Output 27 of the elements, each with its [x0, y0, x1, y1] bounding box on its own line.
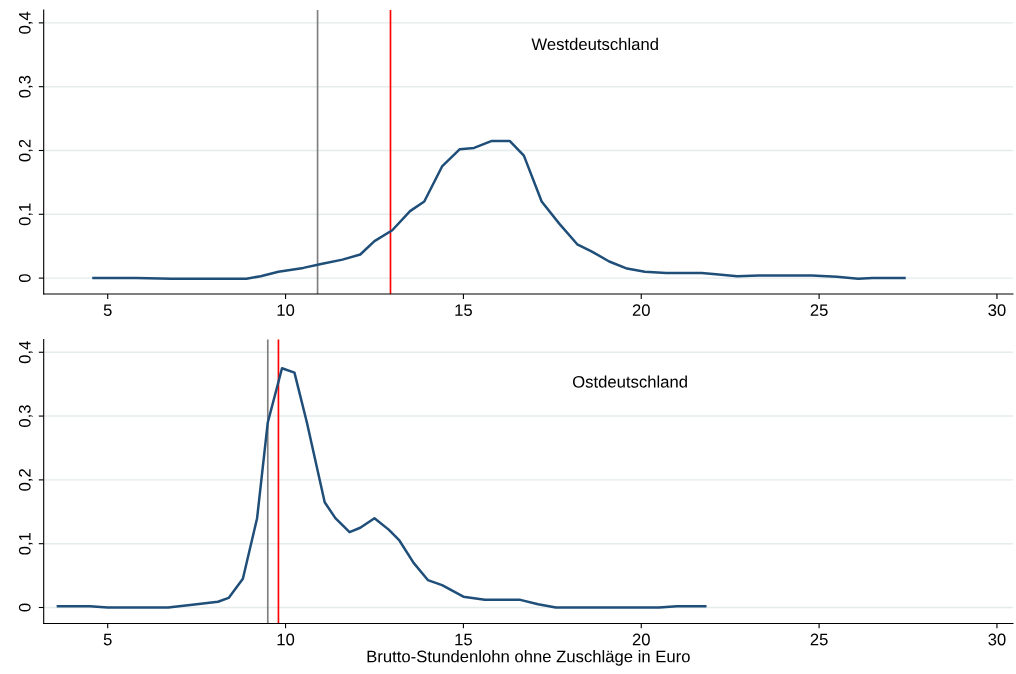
x-tick-label: 25 — [810, 304, 828, 317]
annotation: Ostdeutschland — [572, 375, 687, 388]
x-tick-label: 30 — [988, 633, 1006, 646]
y-tick-label: 0,1 — [18, 203, 33, 226]
y-tick-label: 0 — [18, 274, 31, 283]
y-tick-label: 0,1 — [18, 532, 33, 555]
x-tick-label: 25 — [810, 633, 828, 646]
y-tick-label: 0,3 — [18, 405, 33, 427]
x-axis-title: Brutto-Stundenlohn ohne Zuschläge in Euro — [367, 650, 690, 666]
x-tick-label: 5 — [103, 633, 112, 646]
y-tick-label: 0,4 — [18, 341, 33, 364]
annotation: Westdeutschland — [531, 37, 658, 51]
line-series — [92, 139, 906, 280]
x-tick-label: 20 — [632, 304, 650, 317]
x-tick-label: 30 — [988, 304, 1006, 317]
x-tick-label: 5 — [103, 304, 112, 317]
x-tick-label: 20 — [632, 633, 650, 646]
x-tick-label: 10 — [277, 304, 295, 317]
y-tick-label: 0,2 — [18, 469, 33, 491]
y-tick-label: 0,3 — [18, 75, 33, 98]
y-tick-label: 0 — [18, 603, 31, 612]
x-tick-label: 10 — [277, 633, 295, 646]
line-series — [56, 366, 707, 609]
x-tick-label: 15 — [455, 304, 472, 317]
y-tick-label: 0,2 — [18, 139, 33, 162]
y-tick-label: 0,4 — [18, 11, 33, 34]
x-tick-label: 15 — [455, 633, 472, 646]
